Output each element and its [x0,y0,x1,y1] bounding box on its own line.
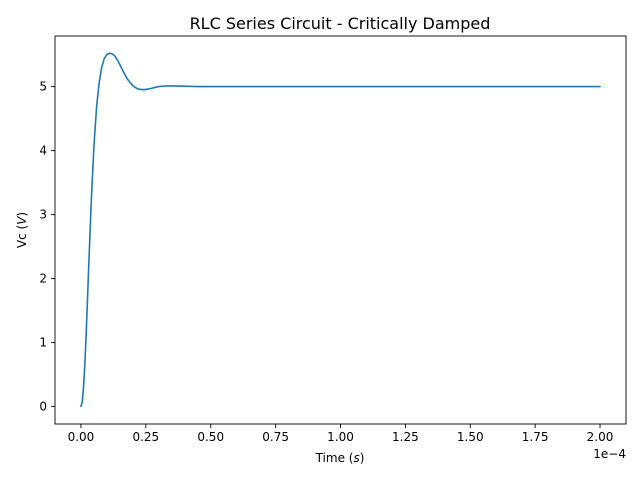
x-tick-label: 0.50 [197,430,224,444]
series-line [80,52,601,408]
y-tick-label: 2 [39,271,47,285]
y-axis-label: Vc (V) [15,212,29,248]
y-tick-label: 5 [39,80,47,94]
x-tick-label: 0.25 [132,430,159,444]
x-tick-label: 1.75 [522,430,549,444]
plot-area [80,52,601,408]
x-axis-label-suffix: ) [360,451,365,465]
x-tick-label: 1.25 [392,430,419,444]
y-tick-label: 0 [39,399,47,413]
x-axis-label-unit: s [353,451,359,465]
x-tick-label: 0.00 [68,430,95,444]
x-axis-offset-label: 1e−4 [593,447,626,461]
x-tick-label: 0.75 [262,430,289,444]
x-tick-label: 2.00 [587,430,614,444]
y-axis-label-suffix: ) [15,212,29,217]
chart-title: RLC Series Circuit - Critically Damped [190,14,491,33]
y-axis-label-unit: V [15,216,29,225]
y-tick-label: 3 [39,207,47,221]
axes: 0.00 0.25 0.50 0.75 1.00 1.25 1.50 1.75 2.00 0 1 2 3… [39,35,627,444]
x-tick-label: 1.50 [457,430,484,444]
x-axis-label: Time (s) [315,451,365,465]
y-tick-label: 4 [39,143,47,157]
x-axis-label-prefix: Time ( [315,451,354,465]
y-tick-label: 1 [39,335,47,349]
y-axis-label-prefix: Vc ( [15,225,29,248]
x-tick-label: 1.00 [327,430,354,444]
